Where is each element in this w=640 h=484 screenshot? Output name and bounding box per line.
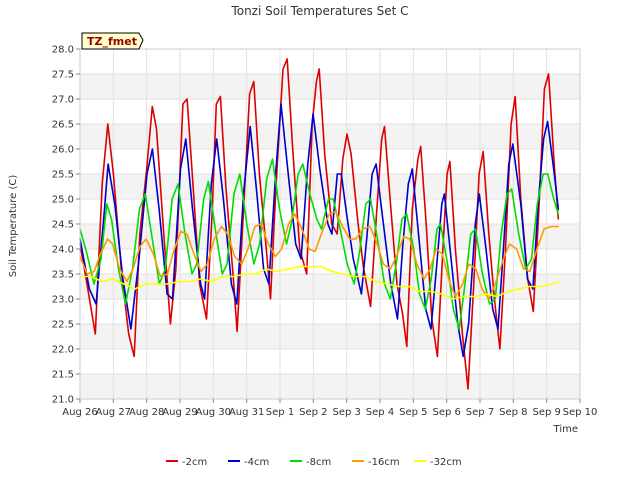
x-tick-label: Sep 6 xyxy=(432,407,460,418)
x-tick-label: Aug 29 xyxy=(162,407,197,418)
x-tick-label: Aug 30 xyxy=(196,407,231,418)
legend-label: -16cm xyxy=(368,457,400,468)
x-tick-label: Sep 3 xyxy=(332,407,360,418)
y-tick-label: 22.0 xyxy=(52,345,74,356)
legend: -2cm -4cm -8cm -16cm -32cm xyxy=(166,457,462,468)
y-tick-label: 27.5 xyxy=(52,70,74,81)
plot-band xyxy=(80,174,580,199)
x-tick-label: Aug 27 xyxy=(96,407,131,418)
legend-label: -2cm xyxy=(182,457,207,468)
y-tick-label: 21.0 xyxy=(52,395,74,406)
y-axis-label: Soil Temperature (C) xyxy=(8,175,19,278)
x-tick-label: Sep 1 xyxy=(266,407,294,418)
chart-title: Tonzi Soil Temperatures Set C xyxy=(230,4,408,18)
series-line-2cmcm xyxy=(79,58,560,390)
x-tick-label: Sep 5 xyxy=(399,407,427,418)
series-line-32cmcm xyxy=(79,265,560,300)
x-tick-label: Aug 28 xyxy=(129,407,164,418)
x-axis-label: Time xyxy=(553,424,578,435)
y-tick-label: 26.0 xyxy=(52,145,74,156)
station-badge-label: TZ_fmet xyxy=(87,35,137,48)
y-tick-label: 26.5 xyxy=(52,120,74,131)
x-tick-label: Sep 8 xyxy=(499,407,527,418)
y-tick-label: 22.5 xyxy=(52,320,74,331)
plot-band xyxy=(80,324,580,349)
x-tick-label: Sep 10 xyxy=(563,407,598,418)
x-tick-label: Sep 7 xyxy=(466,407,494,418)
y-tick-label: 27.0 xyxy=(52,95,74,106)
y-axis-ticks: 21.0 21.5 22.0 22.5 23.0 23.5 24.0 24.5 25.0 25.5… xyxy=(52,45,80,406)
y-tick-label: 23.5 xyxy=(52,270,74,281)
y-tick-label: 23.0 xyxy=(52,295,74,306)
legend-label: -32cm xyxy=(430,457,462,468)
y-tick-label: 25.0 xyxy=(52,195,74,206)
y-tick-label: 25.5 xyxy=(52,170,74,181)
y-tick-label: 24.0 xyxy=(52,245,74,256)
x-tick-label: Sep 2 xyxy=(299,407,327,418)
plot-band xyxy=(80,374,580,399)
series-layer xyxy=(79,58,560,390)
plot-band xyxy=(80,74,580,99)
station-badge-shape xyxy=(81,32,144,50)
legend-label: -4cm xyxy=(244,457,269,468)
x-tick-label: Aug 31 xyxy=(229,407,264,418)
x-tick-label: Aug 26 xyxy=(62,407,97,418)
y-tick-label: 28.0 xyxy=(52,45,74,56)
plot-band xyxy=(80,274,580,299)
x-tick-label: Sep 4 xyxy=(366,407,394,418)
y-tick-label: 24.5 xyxy=(52,220,74,231)
legend-label: -8cm xyxy=(306,457,331,468)
x-tick-label: Sep 9 xyxy=(532,407,560,418)
station-badge: TZ_fmet xyxy=(81,32,144,50)
series-line-16cmcm xyxy=(79,210,560,300)
series-line-4cmcm xyxy=(79,103,560,358)
series-line-8cmcm xyxy=(79,158,560,330)
plot-band xyxy=(80,124,580,149)
y-tick-label: 21.5 xyxy=(52,370,74,381)
